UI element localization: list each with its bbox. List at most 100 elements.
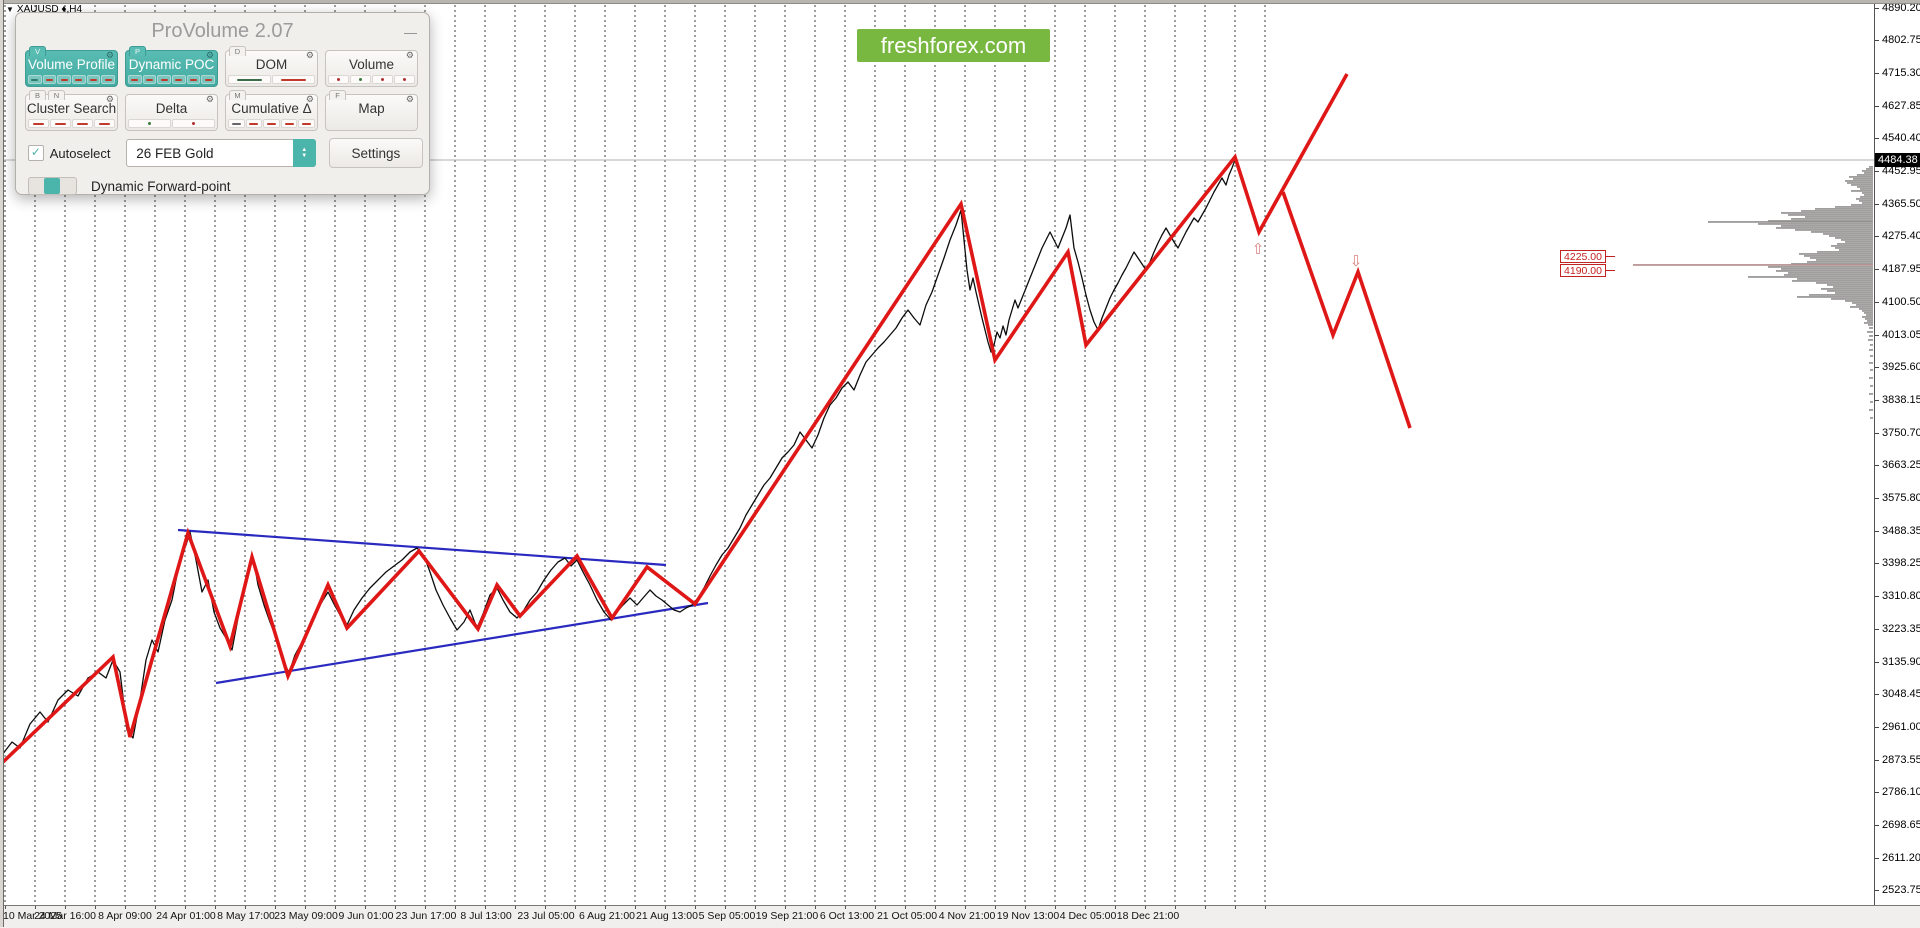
panel-button-map[interactable]: F ⚙ Map	[325, 90, 418, 131]
volume-profile-bar	[1815, 208, 1873, 210]
panel-button-dom[interactable]: D ⚙ DOM	[225, 46, 318, 87]
instrument-combobox[interactable]: 26 FEB Gold ▲ ▼	[126, 139, 316, 167]
time-tick-label: 10 Mar 2025	[3, 910, 62, 922]
button-indicators	[228, 119, 315, 128]
time-tick-mark	[1055, 906, 1056, 909]
volume-profile-bar	[1781, 225, 1873, 227]
volume-profile-bar	[1816, 282, 1873, 284]
gear-icon[interactable]: ⚙	[305, 50, 314, 60]
volume-profile-bar	[1859, 308, 1873, 310]
indicator-segment	[101, 75, 116, 84]
volume-profile-bar	[1860, 196, 1873, 198]
spin-down-icon[interactable]: ▼	[301, 153, 308, 159]
panel-toggle-row: Dynamic Forward-point	[25, 177, 423, 195]
time-tick-mark	[245, 906, 246, 909]
panel-button-volume-profile[interactable]: V ⚙ Volume Profile	[25, 46, 118, 87]
volume-profile-bar	[1792, 280, 1873, 282]
volume-profile-bar	[1870, 355, 1873, 357]
gear-icon[interactable]: ⚙	[405, 50, 414, 60]
time-tick-mark	[215, 906, 216, 909]
price-axis[interactable]: 4484.38 4890.20 4802.75 4715.30 4627.85 4540…	[1874, 0, 1920, 905]
dynamic-forward-point-toggle[interactable]	[28, 177, 77, 195]
indicator-segment	[72, 75, 86, 84]
time-tick-mark	[1115, 906, 1116, 909]
panel-button-delta[interactable]: ⚙ Delta	[125, 94, 218, 131]
volume-profile-bar	[1852, 302, 1873, 304]
panel-button-dynamic-poc[interactable]: P ⚙ Dynamic POC	[125, 46, 218, 87]
volume-profile-bar	[1869, 377, 1873, 379]
price-tick: 3750.70	[1875, 427, 1920, 440]
spin-up-icon[interactable]: ▲	[301, 147, 308, 153]
chart-symbol-label[interactable]: ▼ XAUUSD ♦,H4	[6, 4, 82, 15]
button-tab-v[interactable]: V	[29, 46, 46, 56]
time-tick-label: 18 Dec 21:00	[1116, 910, 1180, 922]
button-tab-m[interactable]: M	[229, 90, 246, 100]
volume-profile-bar	[1865, 318, 1873, 320]
time-tick-label: 8 May 17:00	[217, 910, 275, 922]
button-indicators	[328, 75, 415, 84]
gear-icon[interactable]: ⚙	[105, 94, 114, 104]
price-tick: 4187.95	[1875, 263, 1920, 276]
settings-button[interactable]: Settings	[328, 138, 423, 168]
window-left-edge	[0, 0, 4, 927]
price-tick: 4540.40	[1875, 132, 1920, 145]
volume-profile-bar	[1788, 214, 1873, 216]
time-tick-mark	[275, 906, 276, 909]
panel-button-cumulative-[interactable]: M ⚙ Cumulative Δ	[225, 90, 318, 131]
button-tab-p[interactable]: P	[129, 46, 146, 56]
indicator-segment	[128, 119, 171, 128]
volume-profile-bar	[1870, 385, 1873, 387]
indicator-segment	[228, 75, 271, 84]
time-tick-mark	[125, 906, 126, 909]
button-tab-b[interactable]: B	[29, 90, 46, 100]
panel-button-cluster-search[interactable]: B N ⚙ Cluster Search	[25, 90, 118, 131]
price-tick: 4275.40	[1875, 230, 1920, 243]
volume-profile-bar	[1795, 229, 1873, 231]
toggle-knob[interactable]	[44, 178, 60, 194]
provolume-panel[interactable]: ProVolume 2.07 — V ⚙ Volume Profile P ⚙ Dynam…	[15, 12, 430, 195]
volume-profile-bar	[1851, 204, 1873, 206]
up-arrow-icon: ⇧	[1252, 240, 1265, 258]
button-tab-n[interactable]: N	[48, 90, 65, 100]
toggle-label: Dynamic Forward-point	[91, 178, 231, 194]
time-tick-mark	[305, 906, 306, 909]
price-tick: 4365.50	[1875, 198, 1920, 211]
price-tick: 4890.20	[1875, 2, 1920, 15]
price-tick: 4100.50	[1875, 296, 1920, 309]
combobox-spinner[interactable]: ▲ ▼	[292, 139, 316, 167]
minimize-button[interactable]: —	[404, 25, 417, 40]
button-tab-d[interactable]: D	[229, 46, 246, 56]
zigzag-projection-up	[1, 73, 1349, 764]
volume-profile-bar	[1807, 261, 1873, 263]
time-tick-mark	[1235, 906, 1236, 909]
target-price-label: 4225.00	[1560, 250, 1615, 263]
volume-profile-bar	[1835, 292, 1873, 294]
volume-profile-bar	[1862, 316, 1873, 318]
volume-profile-bar	[1797, 278, 1873, 280]
gear-icon[interactable]: ⚙	[405, 94, 414, 104]
gear-icon[interactable]: ⚙	[105, 50, 114, 60]
broker-watermark: freshforex.com	[857, 29, 1050, 62]
indicator-segment	[298, 119, 315, 128]
price-tick: 2698.65	[1875, 819, 1920, 832]
time-tick-mark	[995, 906, 996, 909]
volume-profile-bar	[1805, 216, 1873, 218]
button-tab-f[interactable]: F	[329, 90, 346, 100]
gear-icon[interactable]: ⚙	[305, 94, 314, 104]
volume-profile-bar	[1781, 268, 1873, 270]
price-line	[1, 159, 1238, 756]
volume-profile-bar	[1817, 251, 1873, 253]
price-tick: 3135.90	[1875, 656, 1920, 669]
autoselect-checkbox[interactable]: ✓	[28, 145, 44, 161]
gear-icon[interactable]: ⚙	[205, 94, 214, 104]
volume-profile-bar	[1857, 174, 1873, 176]
price-tick: 3663.25	[1875, 459, 1920, 472]
panel-button-volume[interactable]: ⚙ Volume	[325, 50, 418, 87]
gear-icon[interactable]: ⚙	[205, 50, 214, 60]
price-tick: 3838.15	[1875, 394, 1920, 407]
volume-profile-bar	[1768, 220, 1873, 222]
volume-profile-bar	[1869, 166, 1873, 168]
panel-selector-row: ✓ Autoselect 26 FEB Gold ▲ ▼ Settings	[25, 138, 423, 168]
time-axis[interactable]: 10 Mar 2025 24 Mar 16:00 8 Apr 09:00 24 Apr…	[0, 905, 1920, 928]
volume-profile-bar	[1866, 314, 1873, 316]
